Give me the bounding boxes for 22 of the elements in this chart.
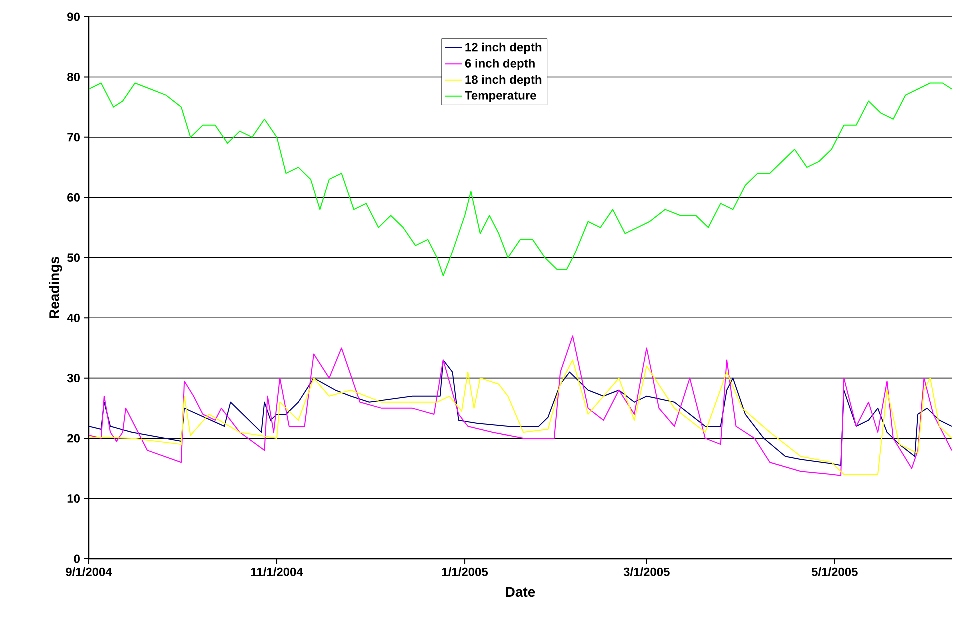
y-tick-label: 20 <box>68 434 80 443</box>
y-tick-label: 40 <box>67 314 80 322</box>
legend-label: 12 inch depth <box>466 42 542 54</box>
x-tick-label: 1/1/2005 <box>442 568 488 576</box>
x-axis-title: Date <box>506 587 536 598</box>
y-tick-label: 60 <box>68 193 80 202</box>
x-tick-label: 3/1/2005 <box>624 568 670 576</box>
y-tick-label: 0 <box>74 554 80 564</box>
y-tick-label: 90 <box>68 12 80 22</box>
legend-label: 6 inch depth <box>465 59 535 70</box>
y-tick-label: 10 <box>68 494 80 504</box>
legend-label: Temperature <box>465 91 536 102</box>
y-axis-title: Readings <box>49 257 62 319</box>
y-tick-label: 30 <box>67 374 80 383</box>
y-tick-label: 50 <box>68 254 80 262</box>
y-tick-label: 70 <box>68 133 80 142</box>
x-tick-label: 9/1/2004 <box>66 568 112 576</box>
x-tick-label: 11/1/2004 <box>251 568 304 576</box>
legend-label: 18 inch depth <box>466 75 542 86</box>
x-tick-label: 5/1/2005 <box>812 568 858 576</box>
y-tick-label: 80 <box>68 72 80 82</box>
line-series <box>89 336 952 476</box>
